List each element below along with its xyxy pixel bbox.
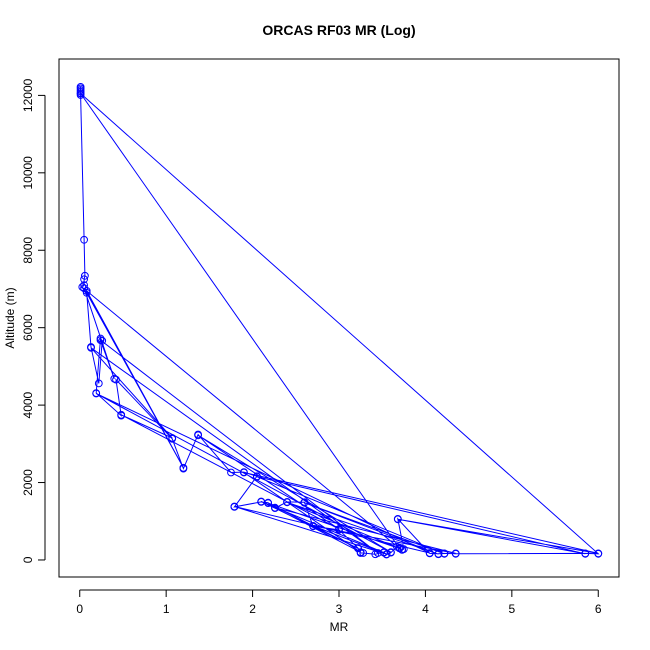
data-point bbox=[76, 89, 85, 98]
data-point bbox=[257, 497, 266, 506]
x-axis: 0 1 2 3 4 5 6 bbox=[76, 589, 602, 616]
data-point bbox=[581, 549, 590, 558]
data-point bbox=[92, 389, 101, 398]
data-point bbox=[168, 434, 177, 442]
data-point bbox=[110, 374, 119, 383]
data-point bbox=[87, 343, 95, 352]
data-point bbox=[230, 502, 239, 511]
x-axis-label: MR bbox=[330, 620, 349, 634]
data-point bbox=[253, 472, 261, 481]
x-tick-label: 6 bbox=[595, 602, 602, 616]
y-axis-label: Altitude (m) bbox=[3, 287, 17, 348]
series-line bbox=[80, 86, 600, 556]
data-point bbox=[393, 515, 402, 524]
y-tick-label: 4000 bbox=[21, 391, 35, 418]
data-point bbox=[194, 431, 203, 440]
x-tick-label: 4 bbox=[422, 602, 429, 616]
data-point bbox=[309, 522, 318, 530]
data-point bbox=[335, 525, 343, 533]
data-point bbox=[300, 498, 309, 507]
data-point bbox=[380, 548, 388, 557]
data-point bbox=[283, 498, 292, 507]
series-points bbox=[76, 83, 603, 559]
y-axis: 0 2000 4000 6000 8000 10000 12000 bbox=[21, 78, 46, 563]
data-point bbox=[240, 468, 248, 477]
data-point bbox=[227, 468, 235, 477]
data-point bbox=[80, 275, 88, 284]
plot-area-frame bbox=[58, 58, 620, 578]
y-tick-label: 12000 bbox=[21, 78, 35, 112]
data-point bbox=[117, 410, 126, 419]
data-point bbox=[81, 271, 89, 280]
x-tick-label: 3 bbox=[336, 602, 343, 616]
data-point bbox=[374, 549, 382, 557]
data-point bbox=[398, 545, 407, 554]
data-point bbox=[594, 549, 603, 558]
data-point bbox=[94, 379, 103, 388]
data-point bbox=[179, 463, 188, 472]
data-point bbox=[271, 503, 279, 512]
data-point bbox=[451, 549, 460, 558]
x-tick-label: 5 bbox=[508, 602, 515, 616]
x-tick-label: 2 bbox=[249, 602, 256, 616]
y-tick-label: 6000 bbox=[21, 314, 35, 341]
x-tick-label: 1 bbox=[163, 602, 170, 616]
x-tick-label: 0 bbox=[76, 602, 83, 616]
data-point bbox=[354, 544, 362, 553]
y-tick-label: 10000 bbox=[21, 156, 35, 190]
y-tick-label: 8000 bbox=[21, 237, 35, 264]
data-point bbox=[80, 235, 88, 244]
data-point bbox=[425, 549, 434, 557]
data-point bbox=[434, 550, 443, 559]
y-tick-label: 2000 bbox=[21, 469, 35, 496]
data-point bbox=[78, 283, 87, 291]
data-point bbox=[96, 336, 105, 345]
data-point bbox=[80, 284, 88, 293]
data-point bbox=[82, 287, 91, 295]
data-point bbox=[440, 549, 449, 558]
y-tick-label: 0 bbox=[21, 556, 35, 563]
chart-title: ORCAS RF03 MR (Log) bbox=[262, 22, 415, 38]
